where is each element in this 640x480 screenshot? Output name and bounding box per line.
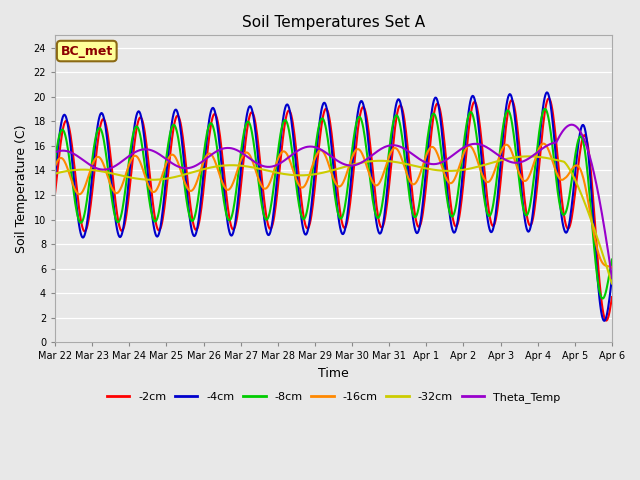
- Line: -2cm: -2cm: [55, 98, 612, 321]
- Line: -4cm: -4cm: [55, 92, 612, 321]
- -32cm: [51, 171, 59, 177]
- Theta_Temp: [175, 164, 183, 170]
- -8cm: [417, 187, 425, 192]
- Theta_Temp: [61, 148, 69, 154]
- -4cm: [600, 318, 608, 324]
- -2cm: [545, 96, 552, 101]
- -32cm: [417, 165, 425, 170]
- -32cm: [205, 165, 212, 171]
- Theta_Temp: [401, 146, 409, 152]
- -2cm: [51, 190, 59, 196]
- Line: -8cm: -8cm: [55, 109, 612, 299]
- -8cm: [608, 257, 616, 263]
- -32cm: [401, 161, 409, 167]
- Theta_Temp: [417, 157, 425, 163]
- -4cm: [205, 122, 212, 128]
- -2cm: [118, 228, 126, 233]
- -32cm: [524, 154, 532, 159]
- -2cm: [61, 119, 69, 124]
- -16cm: [540, 141, 548, 146]
- -16cm: [205, 151, 212, 156]
- Line: -32cm: -32cm: [55, 156, 612, 284]
- -4cm: [51, 174, 59, 180]
- -2cm: [175, 115, 183, 120]
- -8cm: [175, 140, 183, 146]
- -8cm: [541, 106, 548, 112]
- Text: BC_met: BC_met: [61, 45, 113, 58]
- -2cm: [417, 218, 425, 224]
- -4cm: [543, 89, 551, 95]
- -4cm: [175, 116, 183, 122]
- -8cm: [205, 124, 212, 130]
- -2cm: [608, 294, 616, 300]
- X-axis label: Time: Time: [318, 367, 349, 380]
- -4cm: [61, 112, 69, 118]
- -4cm: [608, 275, 616, 281]
- -32cm: [118, 173, 126, 179]
- -16cm: [417, 167, 425, 173]
- -8cm: [118, 206, 126, 212]
- Y-axis label: Soil Temperature (C): Soil Temperature (C): [15, 125, 28, 253]
- -8cm: [51, 157, 59, 163]
- -32cm: [61, 168, 69, 174]
- -2cm: [401, 122, 409, 128]
- -8cm: [401, 158, 409, 164]
- -4cm: [118, 229, 126, 235]
- -32cm: [175, 173, 183, 179]
- -4cm: [401, 134, 409, 140]
- -16cm: [118, 181, 126, 187]
- -16cm: [61, 160, 69, 166]
- -4cm: [417, 213, 425, 218]
- -8cm: [61, 132, 69, 138]
- Theta_Temp: [205, 154, 212, 160]
- -16cm: [175, 163, 183, 168]
- Legend: -2cm, -4cm, -8cm, -16cm, -32cm, Theta_Temp: -2cm, -4cm, -8cm, -16cm, -32cm, Theta_Te…: [102, 388, 564, 408]
- -8cm: [599, 296, 607, 301]
- -2cm: [205, 140, 212, 146]
- Theta_Temp: [51, 149, 59, 155]
- -16cm: [608, 265, 616, 271]
- Theta_Temp: [608, 275, 616, 280]
- Theta_Temp: [568, 122, 575, 128]
- Theta_Temp: [118, 158, 126, 164]
- -16cm: [401, 166, 409, 172]
- -32cm: [608, 281, 616, 287]
- Title: Soil Temperatures Set A: Soil Temperatures Set A: [242, 15, 425, 30]
- Line: -16cm: -16cm: [55, 144, 612, 268]
- Line: Theta_Temp: Theta_Temp: [55, 125, 612, 277]
- -2cm: [603, 318, 611, 324]
- -16cm: [51, 163, 59, 169]
